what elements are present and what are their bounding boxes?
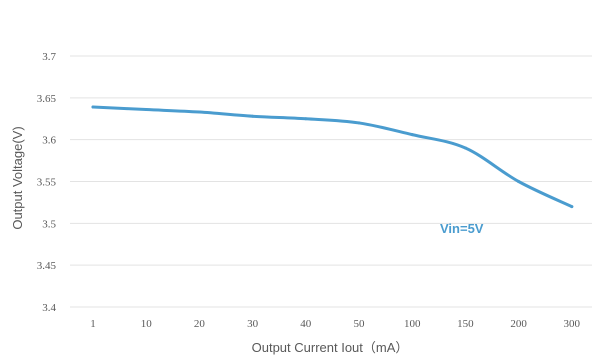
- y-tick-label: 3.45: [37, 260, 57, 272]
- x-tick-label: 40: [300, 318, 312, 330]
- x-tick-label: 100: [404, 318, 421, 330]
- data-point-200: [517, 180, 521, 183]
- vin-annotation: Vin=5V: [440, 221, 484, 236]
- x-tick-label: 1: [90, 318, 96, 330]
- data-point-40: [304, 117, 308, 121]
- data-point-30: [251, 114, 255, 118]
- y-tick-label: 3.55: [37, 177, 57, 189]
- data-point-20: [197, 110, 201, 114]
- x-tick-label: 30: [247, 318, 259, 330]
- x-tick-label: 20: [194, 318, 206, 330]
- y-tick-label: 3.7: [42, 51, 56, 63]
- data-point-300: [570, 205, 574, 209]
- series-layer: [91, 105, 574, 209]
- y-tick-label: 3.5: [42, 218, 56, 230]
- x-tick-label: 300: [564, 318, 581, 330]
- data-point-1: [91, 105, 95, 109]
- y-tick-label: 3.4: [42, 302, 56, 314]
- gridlines: [70, 55, 592, 308]
- data-point-50: [357, 121, 361, 125]
- x-tick-label: 200: [510, 318, 527, 330]
- x-tick-label: 50: [354, 318, 366, 330]
- y-tick-label: 3.65: [37, 93, 57, 105]
- series-line-0: [91, 105, 574, 209]
- x-axis-title: Output Current Iout（mA）: [252, 340, 409, 355]
- y-tick-label: 3.6: [42, 135, 56, 147]
- x-tick-label: 150: [457, 318, 474, 330]
- data-point-10: [144, 108, 148, 112]
- x-tick-labels: 1 10 20 30 40 50 100 150 200 300: [90, 318, 580, 330]
- x-tick-label: 10: [141, 318, 153, 330]
- y-axis-title: Output Voltage(V): [10, 126, 25, 229]
- y-tick-labels: 3.4 3.45 3.5 3.55 3.6 3.65 3.7: [37, 51, 57, 314]
- data-point-100: [410, 133, 414, 137]
- data-point-150: [463, 146, 467, 150]
